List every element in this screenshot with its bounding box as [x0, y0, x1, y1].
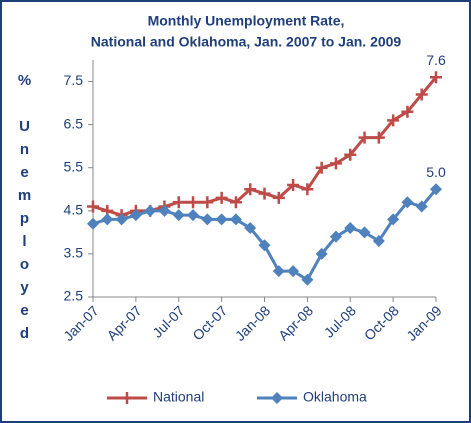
diamond-marker [358, 226, 371, 239]
diamond-marker [87, 217, 99, 230]
y-tick-label: 6.5 [64, 115, 84, 131]
diamond-marker [158, 204, 171, 217]
plus-marker [215, 191, 228, 204]
diamond-marker [215, 213, 228, 226]
diamond-marker [187, 209, 200, 222]
legend-label: National [153, 389, 204, 405]
diamond-marker [272, 265, 285, 278]
plus-marker [172, 196, 185, 209]
diamond-marker [387, 213, 400, 226]
y-tick-label: 5.5 [64, 158, 84, 174]
plus-marker [415, 88, 428, 101]
diamond-marker [415, 200, 428, 213]
diamond-marker [244, 222, 257, 235]
diamond-marker [101, 213, 114, 226]
y-tick-label: 4.5 [64, 202, 84, 218]
plus-marker [358, 131, 371, 144]
x-tick-label: Jan-07 [60, 302, 102, 344]
chart-title: National and Oklahoma, Jan. 2007 to Jan.… [91, 34, 402, 50]
plus-marker [272, 191, 285, 204]
x-tick-label: Jan-08 [232, 302, 274, 344]
plus-marker [344, 148, 357, 161]
x-tick-label: Jul-07 [149, 302, 187, 340]
diamond-marker [301, 273, 314, 286]
x-tick-label: Apr-07 [104, 302, 145, 343]
diamond-marker [287, 265, 300, 278]
x-tick-label: Jan-09 [403, 302, 445, 344]
plus-marker [301, 183, 314, 196]
diamond-marker [229, 213, 242, 226]
diamond-marker [401, 196, 414, 209]
data-label: 5.0 [426, 164, 446, 180]
legend-label: Oklahoma [303, 389, 367, 405]
diamond-marker [201, 213, 214, 226]
diamond-marker [258, 239, 271, 252]
diamond-marker [172, 209, 185, 222]
y-tick-label: 3.5 [64, 245, 84, 261]
x-tick-label: Jul-08 [321, 302, 359, 340]
x-tick-label: Oct-07 [189, 302, 230, 343]
diamond-marker [329, 230, 342, 243]
plus-marker [244, 183, 257, 196]
y-tick-label: 7.5 [64, 72, 84, 88]
plus-marker [387, 114, 400, 127]
diamond-marker [344, 222, 357, 235]
y-tick-label: 2.5 [64, 288, 84, 304]
y-axis-label: % Unemployed [16, 72, 33, 348]
plus-marker [187, 196, 200, 209]
diamond-marker [115, 213, 128, 226]
plus-marker [401, 105, 414, 118]
plus-marker [258, 187, 271, 200]
plus-marker [430, 71, 442, 84]
plus-marker [229, 196, 242, 209]
series-line [92, 188, 438, 282]
diamond-marker [144, 204, 157, 217]
diamond-marker [315, 247, 328, 260]
legend-marker [121, 392, 133, 404]
diamond-marker [430, 183, 442, 196]
chart-title: Monthly Unemployment Rate, [148, 13, 345, 29]
plus-marker [315, 161, 328, 174]
legend-marker [271, 392, 283, 404]
diamond-marker [372, 234, 385, 247]
plus-marker [372, 131, 385, 144]
plus-marker [87, 200, 99, 213]
diamond-marker [129, 209, 142, 222]
data-label: 7.6 [426, 52, 446, 68]
x-tick-label: Oct-08 [361, 302, 402, 343]
plus-marker [329, 157, 342, 170]
plus-marker [201, 196, 214, 209]
plus-marker [287, 178, 300, 191]
x-tick-label: Apr-08 [275, 302, 316, 343]
